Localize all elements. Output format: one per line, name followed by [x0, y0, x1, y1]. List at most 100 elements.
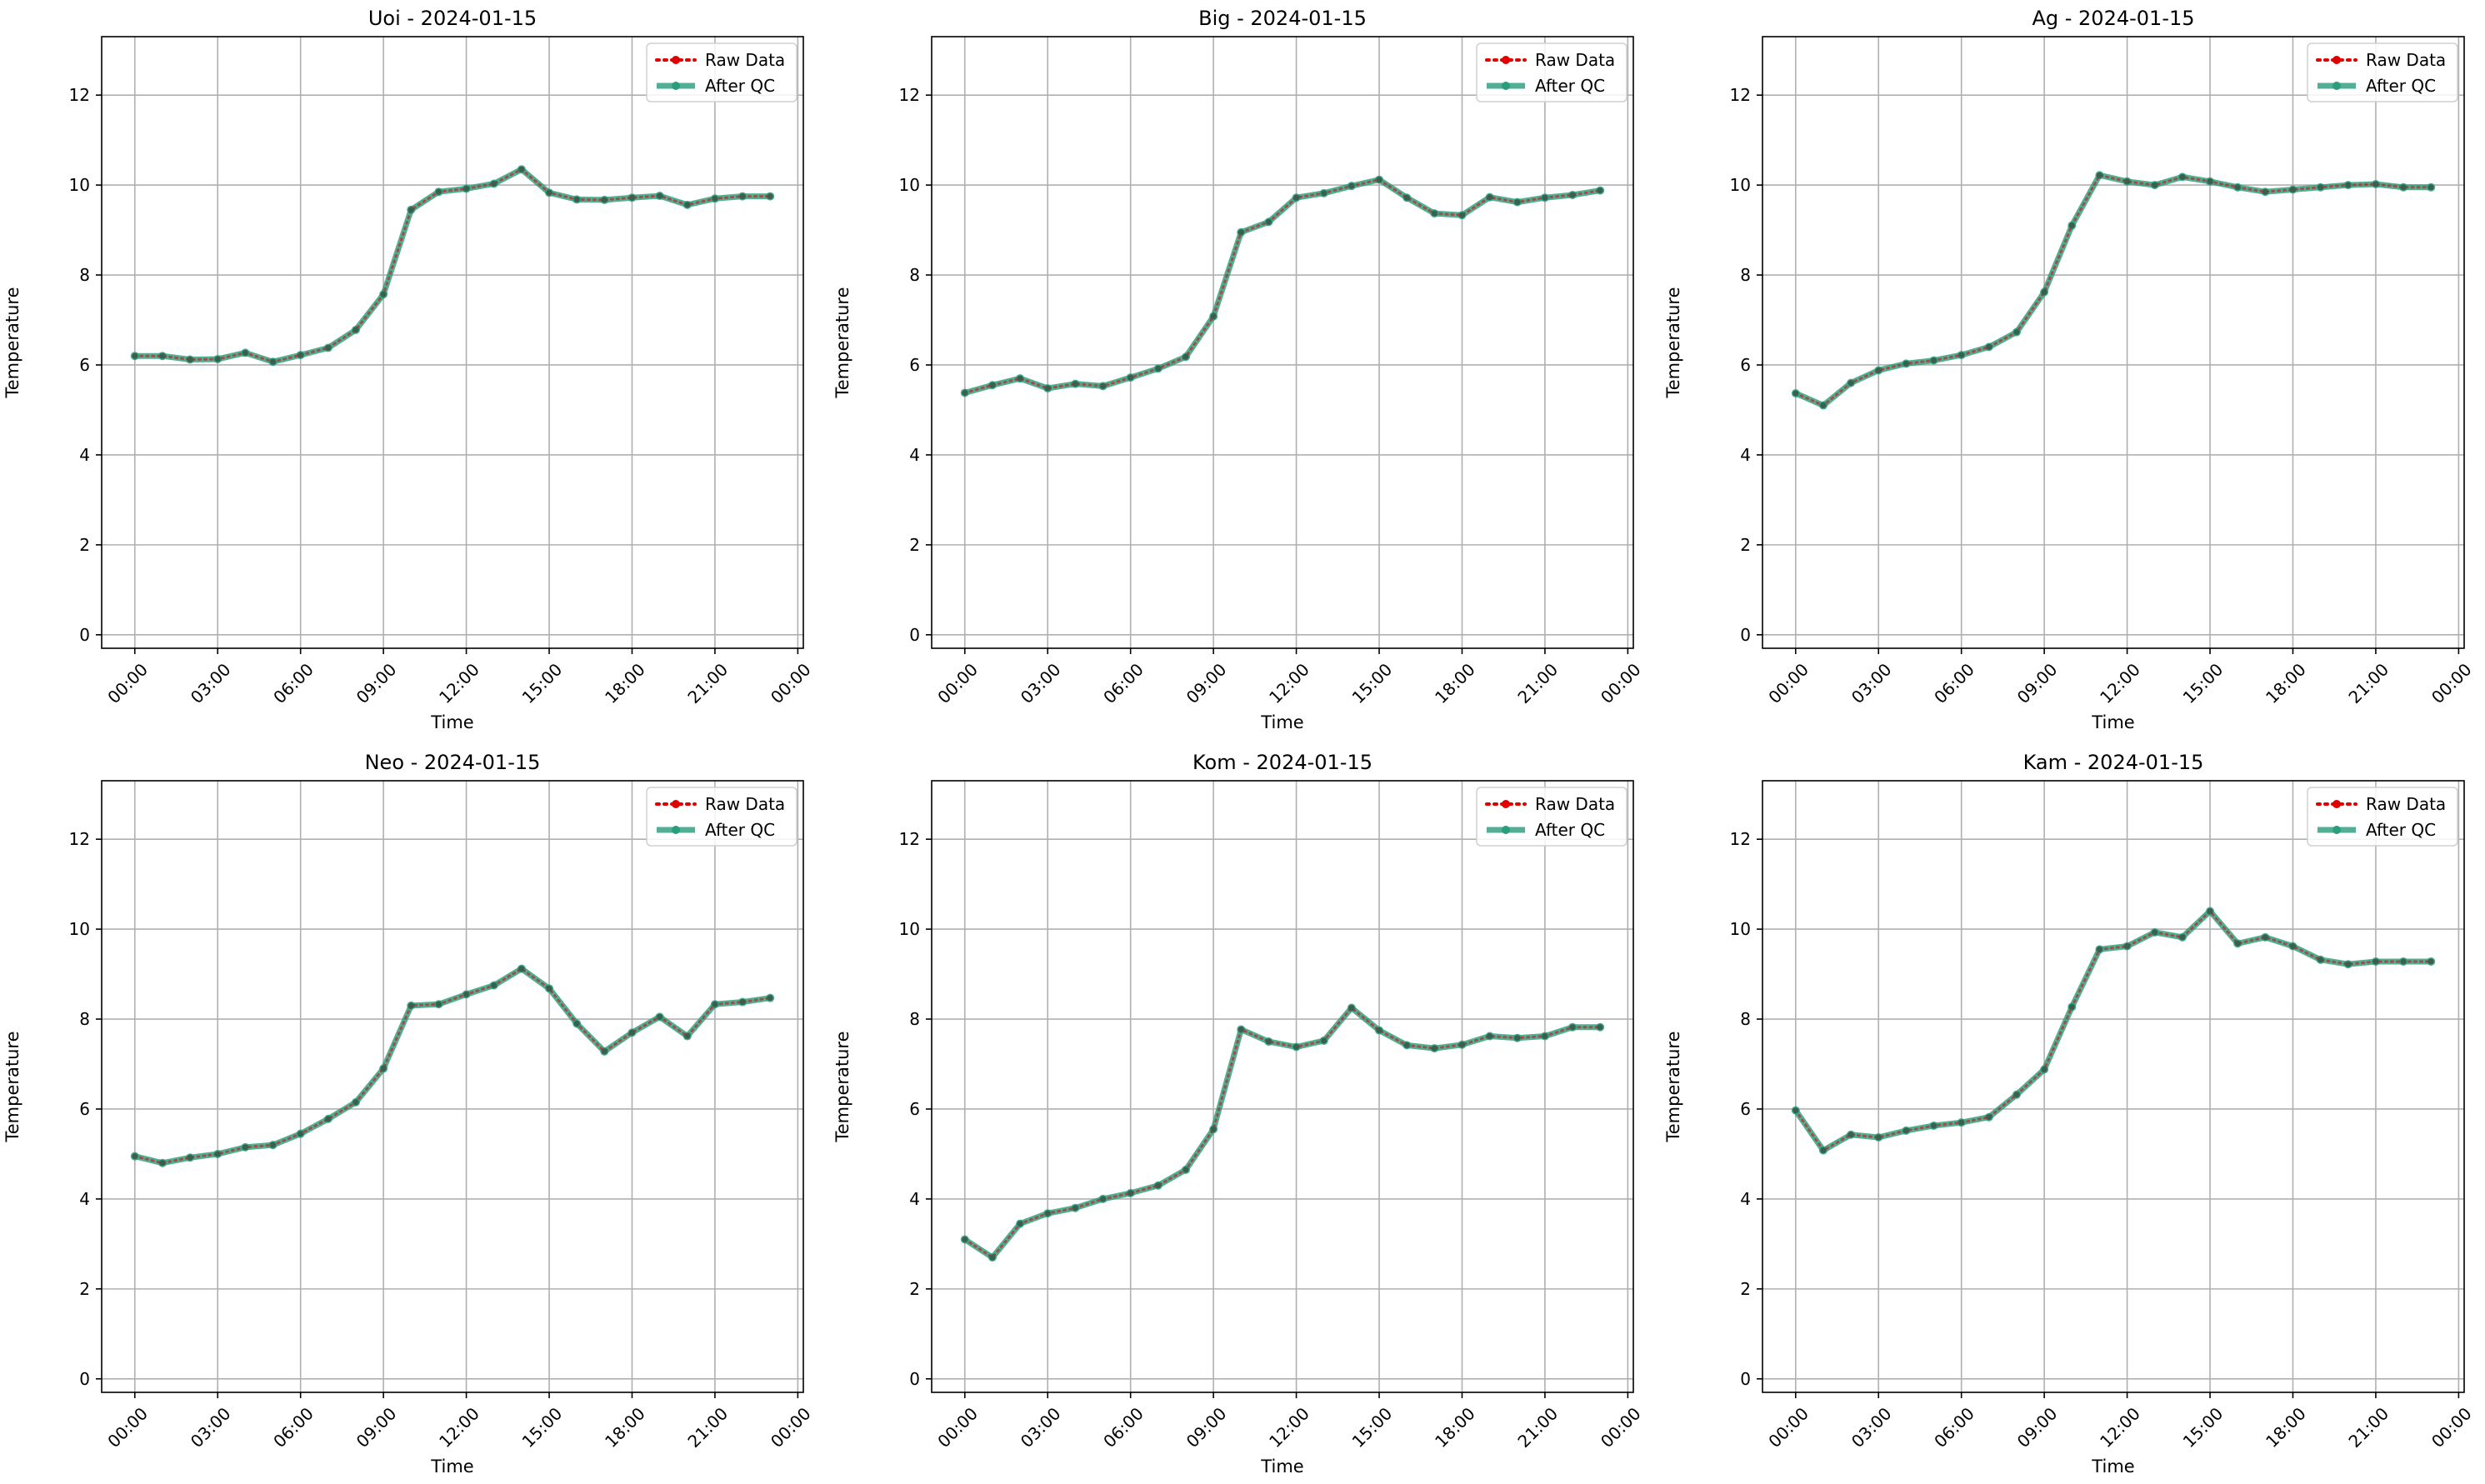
x-tick-label: 03:00 [187, 659, 235, 707]
y-tick-label: 4 [1740, 1189, 1751, 1209]
x-tick-label: 06:00 [1099, 1403, 1148, 1452]
x-tick-label: 15:00 [1348, 659, 1397, 707]
legend-label-raw-data: Raw Data [705, 794, 785, 814]
raw-data-point [657, 192, 663, 199]
raw-data-point [1155, 1182, 1162, 1189]
raw-data-point [2428, 958, 2434, 965]
raw-data-point [1293, 194, 1300, 201]
raw-data-point [2372, 958, 2379, 965]
raw-data-point [298, 1131, 304, 1137]
raw-data-point [1986, 343, 1992, 350]
raw-data-point [1293, 1044, 1300, 1051]
raw-data-point [1902, 1127, 1909, 1134]
y-tick-label: 0 [909, 1369, 920, 1389]
x-tick-label: 09:00 [1182, 659, 1231, 707]
raw-data-point [463, 185, 470, 192]
x-tick-label: 00:00 [2428, 1403, 2476, 1452]
y-axis-label: Temperature [832, 1031, 852, 1142]
series-line-raw-data [963, 178, 1602, 394]
chart-panel: 0 2 4 6 8 10 12 00:00 03:00 06:00 09:00 12:00 15:00 1… [1663, 7, 2476, 732]
raw-data-point [546, 189, 552, 196]
legend-label-after-qc: After QC [2366, 820, 2436, 840]
raw-data-point [435, 1001, 442, 1007]
raw-data-point [1376, 1027, 1382, 1034]
raw-data-point [2289, 943, 2296, 950]
x-tick-label: 09:00 [1182, 1403, 1231, 1452]
raw-data-point [352, 1099, 359, 1106]
y-tick-label: 6 [1740, 355, 1751, 375]
chart-panel: 0 2 4 6 8 10 12 00:00 03:00 06:00 09:00 12:00 15:00 1… [832, 7, 1645, 732]
x-tick-label: 00:00 [2428, 659, 2476, 707]
y-tick-label: 12 [69, 829, 90, 849]
legend-marker-raw-data [672, 56, 680, 64]
raw-data-point [1458, 1042, 1465, 1048]
raw-data-point [1265, 1038, 1272, 1045]
legend: Raw Data After QC [1476, 42, 1628, 102]
legend-marker-after-qc [2332, 82, 2341, 90]
chart-title: Neo - 2024-01-15 [365, 751, 541, 774]
raw-data-point [491, 982, 498, 989]
axes-frame [101, 36, 804, 649]
raw-data-point [628, 1029, 635, 1036]
x-tick-label: 15:00 [2179, 659, 2228, 707]
y-axis-label: Temperature [1663, 1031, 1683, 1142]
raw-data-point [1958, 1119, 1965, 1126]
legend-marker-raw-data [2332, 800, 2341, 808]
raw-data-point [1958, 352, 1965, 358]
raw-data-point [1044, 385, 1051, 392]
legend-marker-after-qc [1502, 826, 1510, 834]
x-tick-label: 18:00 [2262, 659, 2310, 707]
y-tick-label: 0 [1740, 625, 1751, 645]
y-tick-label: 2 [909, 535, 920, 555]
raw-data-point [1848, 380, 1854, 387]
y-tick-label: 8 [1740, 265, 1751, 285]
series-line-raw-data [133, 967, 772, 1165]
raw-data-point [2041, 289, 2048, 296]
x-tick-label: 12:00 [1265, 659, 1313, 707]
raw-data-point [1100, 382, 1107, 389]
raw-data-point [518, 966, 525, 972]
raw-data-point [1182, 1167, 1189, 1173]
y-tick-label: 2 [79, 535, 90, 555]
raw-data-point [2318, 957, 2324, 963]
y-tick-label: 8 [79, 265, 90, 285]
y-tick-label: 8 [909, 1009, 920, 1029]
y-tick-label: 10 [899, 175, 920, 195]
raw-data-point [325, 344, 332, 351]
raw-data-point [2289, 187, 2296, 192]
raw-data-point [2152, 182, 2158, 188]
y-tick-label: 2 [909, 1279, 920, 1299]
legend-label-after-qc: After QC [705, 820, 775, 840]
raw-data-point [408, 1002, 414, 1009]
raw-data-point [2262, 934, 2268, 941]
y-tick-label: 4 [909, 445, 920, 465]
x-tick-label: 21:00 [683, 1403, 732, 1452]
raw-data-point [1321, 1037, 1328, 1044]
legend-marker-raw-data [1502, 800, 1510, 808]
x-tick-label: 03:00 [1848, 1403, 1896, 1452]
raw-data-point [1902, 360, 1909, 367]
axes-frame [931, 780, 1634, 1393]
raw-data-point [1514, 1035, 1521, 1042]
raw-data-point [187, 1154, 193, 1161]
raw-data-point [712, 195, 718, 202]
raw-data-point [408, 207, 414, 213]
raw-data-point [1875, 1134, 1882, 1141]
raw-data-point [2345, 182, 2352, 188]
x-tick-label: 18:00 [1431, 1403, 1479, 1452]
raw-data-point [2041, 1066, 2048, 1072]
legend-marker-after-qc [672, 82, 680, 90]
x-tick-label: 12:00 [2096, 659, 2144, 707]
raw-data-point [2400, 958, 2407, 965]
legend-label-after-qc: After QC [1535, 76, 1605, 96]
chart-title: Kom - 2024-01-15 [1192, 751, 1372, 774]
raw-data-point [2400, 184, 2407, 191]
axes-frame [101, 780, 804, 1393]
y-axis-label: Temperature [2, 287, 22, 398]
legend: Raw Data After QC [2307, 42, 2458, 102]
x-tick-label: 06:00 [1930, 659, 1978, 707]
raw-data-point [298, 352, 304, 358]
raw-data-point [1238, 229, 1244, 236]
x-tick-label: 18:00 [601, 659, 649, 707]
y-tick-label: 12 [899, 85, 920, 105]
